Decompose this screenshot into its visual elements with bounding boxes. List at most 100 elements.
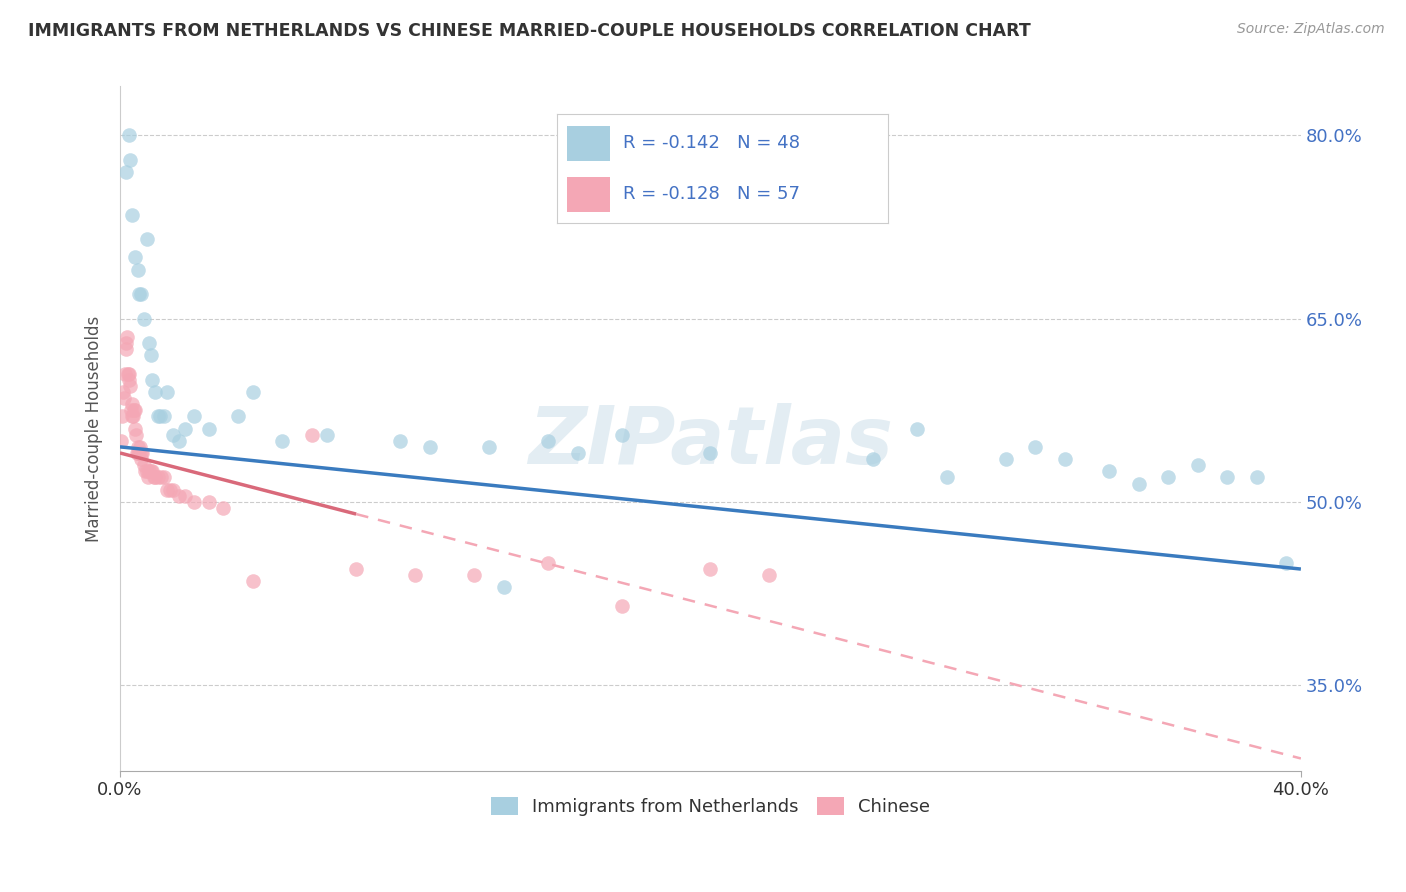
Point — [994, 452, 1017, 467]
Point — [132, 458, 155, 473]
Point — [128, 287, 150, 301]
Point — [132, 311, 155, 326]
Point — [121, 397, 143, 411]
Point — [156, 483, 179, 497]
Point — [121, 409, 143, 424]
Point — [315, 427, 337, 442]
Point — [183, 409, 205, 424]
Text: IMMIGRANTS FROM NETHERLANDS VS CHINESE MARRIED-COUPLE HOUSEHOLDS CORRELATION CHA: IMMIGRANTS FROM NETHERLANDS VS CHINESE M… — [28, 22, 1031, 40]
Point — [174, 489, 197, 503]
Point — [145, 470, 167, 484]
Point — [905, 421, 928, 435]
Point — [114, 367, 136, 381]
Point — [129, 446, 152, 460]
Point — [120, 378, 142, 392]
Point — [115, 342, 138, 356]
Point — [167, 489, 190, 503]
Point — [1216, 470, 1239, 484]
Point — [1187, 458, 1209, 473]
Point — [197, 421, 219, 435]
Point — [389, 434, 412, 448]
Point — [242, 574, 264, 589]
Point — [758, 568, 780, 582]
Point — [135, 464, 157, 478]
Point — [139, 464, 162, 478]
Point — [226, 409, 249, 424]
Point — [156, 384, 179, 399]
Point — [120, 153, 142, 167]
Point — [127, 446, 149, 460]
Point — [159, 483, 181, 497]
Point — [197, 495, 219, 509]
Point — [610, 427, 633, 442]
Point — [463, 568, 485, 582]
Point — [148, 409, 170, 424]
Point — [271, 434, 294, 448]
Point — [129, 452, 152, 467]
Point — [149, 409, 172, 424]
Point — [145, 384, 167, 399]
Point — [478, 440, 501, 454]
Point — [138, 336, 160, 351]
Point — [124, 251, 146, 265]
Point — [136, 470, 159, 484]
Point — [127, 440, 149, 454]
Point — [127, 262, 149, 277]
Point — [129, 440, 152, 454]
Point — [112, 391, 135, 405]
Point — [1098, 464, 1121, 478]
Text: ZIPatlas: ZIPatlas — [527, 403, 893, 481]
Point — [141, 373, 163, 387]
Point — [118, 367, 141, 381]
Point — [301, 427, 323, 442]
Point — [153, 409, 176, 424]
Point — [1157, 470, 1180, 484]
Point — [139, 348, 162, 362]
Legend: Immigrants from Netherlands, Chinese: Immigrants from Netherlands, Chinese — [484, 789, 938, 823]
Point — [862, 452, 884, 467]
Point — [117, 330, 139, 344]
Point — [124, 421, 146, 435]
Point — [125, 427, 148, 442]
Point — [111, 409, 134, 424]
Point — [122, 403, 145, 417]
Point — [120, 403, 142, 417]
Point — [138, 464, 160, 478]
Point — [537, 434, 560, 448]
Point — [699, 446, 721, 460]
Point — [610, 599, 633, 613]
Point — [1246, 470, 1268, 484]
Point — [141, 464, 163, 478]
Point — [122, 409, 145, 424]
Point — [183, 495, 205, 509]
Point — [135, 232, 157, 246]
Point — [134, 464, 156, 478]
Point — [129, 287, 152, 301]
Point — [115, 165, 138, 179]
Point — [127, 446, 149, 460]
Point — [124, 403, 146, 417]
Point — [110, 434, 132, 448]
Point — [419, 440, 441, 454]
Point — [117, 367, 139, 381]
Y-axis label: Married-couple Households: Married-couple Households — [86, 316, 103, 541]
Point — [242, 384, 264, 399]
Point — [537, 556, 560, 570]
Point — [131, 446, 153, 460]
Point — [492, 581, 515, 595]
Point — [142, 470, 165, 484]
Text: Source: ZipAtlas.com: Source: ZipAtlas.com — [1237, 22, 1385, 37]
Point — [162, 427, 184, 442]
Point — [167, 434, 190, 448]
Point — [115, 336, 138, 351]
Point — [699, 562, 721, 576]
Point — [212, 500, 235, 515]
Point — [121, 208, 143, 222]
Point — [1024, 440, 1046, 454]
Point — [404, 568, 426, 582]
Point — [344, 562, 367, 576]
Point — [148, 470, 170, 484]
Point — [118, 128, 141, 143]
Point — [153, 470, 176, 484]
Point — [118, 373, 141, 387]
